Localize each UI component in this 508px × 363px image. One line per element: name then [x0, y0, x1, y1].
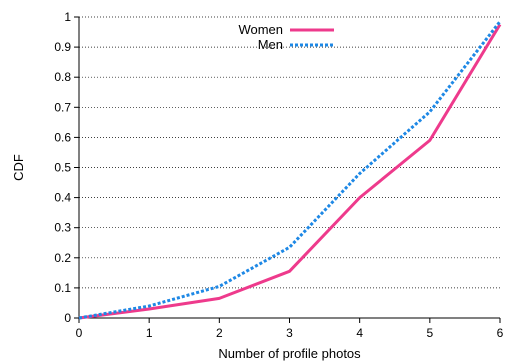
series-line-men [78, 20, 502, 320]
series [78, 20, 502, 320]
y-tick-label: 0.7 [54, 100, 71, 114]
x-tick-label: 1 [146, 326, 153, 340]
y-tick-label: 0.8 [54, 70, 71, 84]
y-tick-label: 0.1 [54, 281, 71, 295]
y-tick-label: 0.5 [54, 161, 71, 175]
x-tick-label: 6 [497, 326, 504, 340]
axes: 0 0.1 0.2 0.3 0.4 0.5 0.6 0.7 0.8 0.9 1 0 1 2 3 4 5 6 [54, 10, 503, 340]
y-tick-label: 0.6 [54, 130, 71, 144]
y-tick-label: 0 [64, 311, 71, 325]
x-tick-label: 4 [356, 326, 363, 340]
x-tick-label: 2 [216, 326, 223, 340]
y-tick-label: 0.4 [54, 191, 71, 205]
grid [79, 16, 500, 289]
legend-label-women: Women [238, 22, 283, 37]
y-tick-label: 0.3 [54, 221, 71, 235]
x-tick-label: 0 [76, 326, 83, 340]
x-tick-label: 3 [286, 326, 293, 340]
x-axis-title: Number of profile photos [218, 346, 361, 361]
y-tick-label: 0.2 [54, 251, 71, 265]
y-tick-label: 1 [64, 10, 71, 24]
x-tick-label: 5 [426, 326, 433, 340]
series-line-women [78, 23, 502, 320]
legend-label-men: Men [258, 37, 283, 52]
y-tick-label: 0.9 [54, 40, 71, 54]
y-axis-title: CDF [11, 154, 26, 181]
